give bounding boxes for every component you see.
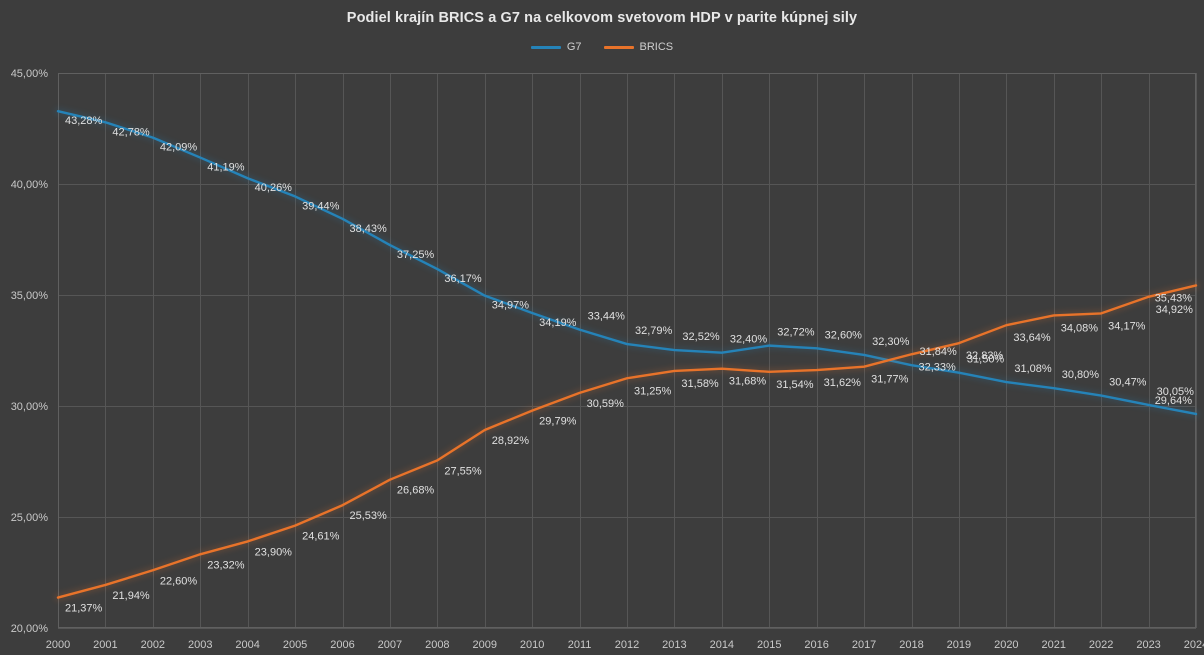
legend-item-brics[interactable]: BRICS (603, 41, 674, 53)
data-label-brics-2001: 21,94% (112, 590, 150, 602)
data-label-brics-2018: 32,33% (919, 361, 957, 373)
legend-item-g7[interactable]: G7 (530, 41, 582, 53)
data-label-brics-2021: 34,08% (1061, 322, 1099, 334)
chart-legend: G7 BRICS (0, 41, 1204, 53)
data-label-g7-2021: 30,80% (1062, 369, 1100, 381)
data-label-g7-2016: 32,60% (825, 329, 863, 341)
data-label-brics-2013: 31,58% (681, 378, 719, 390)
series-line-g7[interactable] (56, 109, 1198, 416)
data-label-g7-2022: 30,47% (1109, 377, 1147, 389)
x-tick-label: 2022 (1089, 639, 1113, 651)
grid-lines (58, 73, 1197, 629)
data-point-labels: 43,28% 42,78% 42,09% 41,19% 40,26% 39,44% 38,4… (65, 115, 1194, 614)
x-tick-label: 2004 (235, 639, 259, 651)
data-label-brics-2005: 24,61% (302, 531, 340, 543)
data-label-brics-2016: 31,62% (824, 377, 862, 389)
data-label-g7-2018: 31,84% (920, 346, 958, 358)
data-label-brics-2017: 31,77% (871, 374, 909, 386)
x-tick-label: 2018 (899, 639, 923, 651)
data-label-g7-2010: 34,19% (539, 317, 577, 329)
x-tick-label: 2015 (757, 639, 781, 651)
data-label-g7-2015: 32,72% (777, 327, 815, 339)
data-label-brics-2000: 21,37% (65, 603, 103, 615)
y-axis-tick-labels: 20,00% 25,00% 30,00% 35,00% 40,00% 45,00% (11, 68, 49, 635)
data-label-g7-2004: 40,26% (255, 182, 293, 194)
legend-swatch-g7 (530, 45, 561, 49)
data-label-g7-2024: 29,64% (1155, 395, 1193, 407)
x-tick-label: 2020 (994, 639, 1018, 651)
y-tick-label: 45,00% (11, 68, 49, 80)
series-line-brics[interactable] (56, 284, 1198, 599)
legend-label-g7: G7 (566, 41, 582, 53)
x-tick-label: 2012 (615, 639, 639, 651)
x-tick-label: 2009 (473, 639, 497, 651)
data-label-brics-2024: 35,43% (1155, 292, 1193, 304)
data-label-g7-2013: 32,52% (682, 331, 720, 343)
data-label-g7-2002: 42,09% (160, 142, 198, 154)
y-tick-label: 35,00% (11, 290, 49, 302)
x-tick-label: 2016 (804, 639, 828, 651)
data-label-g7-2014: 32,40% (730, 334, 768, 346)
data-label-brics-2009: 28,92% (492, 435, 530, 447)
x-tick-label: 2019 (947, 639, 971, 651)
data-label-brics-2004: 23,90% (255, 546, 293, 558)
data-label-brics-2010: 29,79% (539, 416, 577, 428)
data-label-g7-2023: 30,05% (1157, 386, 1195, 398)
x-tick-label: 2000 (46, 639, 70, 651)
data-label-brics-2020: 33,64% (1013, 332, 1051, 344)
x-tick-label: 2010 (520, 639, 544, 651)
data-label-g7-2011: 33,44% (588, 311, 626, 323)
y-tick-label: 25,00% (11, 512, 49, 524)
data-label-g7-2006: 38,43% (350, 223, 388, 235)
legend-swatch-brics (603, 45, 634, 49)
data-label-g7-2007: 37,25% (397, 249, 435, 261)
x-tick-label: 2006 (330, 639, 354, 651)
data-label-brics-2011: 30,59% (587, 398, 625, 410)
y-tick-label: 40,00% (11, 179, 49, 191)
chart-title: Podiel krajín BRICS a G7 na celkovom sve… (346, 10, 858, 26)
x-axis-tick-labels: 2000 2001 2002 2003 2004 2005 2006 2007 2008 2009… (46, 639, 1204, 651)
data-label-g7-2017: 32,30% (872, 336, 910, 348)
data-label-brics-2022: 34,17% (1108, 320, 1146, 332)
data-label-brics-2012: 31,25% (634, 385, 672, 397)
data-label-g7-2009: 34,97% (492, 300, 530, 312)
x-tick-label: 2003 (188, 639, 212, 651)
data-label-brics-2015: 31,54% (776, 379, 814, 391)
x-tick-label: 2005 (283, 639, 307, 651)
x-tick-label: 2011 (568, 639, 592, 651)
data-label-g7-2020: 31,08% (1014, 363, 1052, 375)
x-tick-label: 2014 (710, 639, 734, 651)
data-label-g7-2003: 41,19% (207, 162, 245, 174)
data-label-brics-2014: 31,68% (729, 376, 767, 388)
data-label-brics-2019: 32,83% (966, 350, 1004, 362)
data-label-g7-2005: 39,44% (302, 200, 340, 212)
data-label-brics-2002: 22,60% (160, 575, 198, 587)
data-label-brics-2023: 34,92% (1156, 304, 1194, 316)
y-tick-label: 30,00% (11, 401, 49, 413)
x-tick-label: 2021 (1042, 639, 1066, 651)
x-tick-label: 2002 (141, 639, 165, 651)
legend-label-brics: BRICS (639, 41, 674, 53)
x-tick-label: 2007 (378, 639, 402, 651)
data-label-g7-2019: 31,50% (967, 354, 1005, 366)
x-tick-label: 2017 (852, 639, 876, 651)
series-layer (54, 107, 1200, 602)
x-tick-label: 2013 (662, 639, 686, 651)
x-tick-label: 2001 (93, 639, 117, 651)
data-label-g7-2001: 42,78% (112, 126, 150, 138)
data-label-brics-2008: 27,55% (444, 465, 482, 477)
x-tick-label: 2008 (425, 639, 449, 651)
x-tick-label: 2023 (1136, 639, 1160, 651)
data-label-brics-2006: 25,53% (350, 510, 388, 522)
y-tick-label: 20,00% (11, 623, 49, 635)
data-label-brics-2003: 23,32% (207, 559, 245, 571)
data-label-g7-2000: 43,28% (65, 115, 103, 127)
data-label-brics-2007: 26,68% (397, 485, 435, 497)
data-label-g7-2008: 36,17% (444, 273, 482, 285)
data-label-g7-2012: 32,79% (635, 325, 673, 337)
